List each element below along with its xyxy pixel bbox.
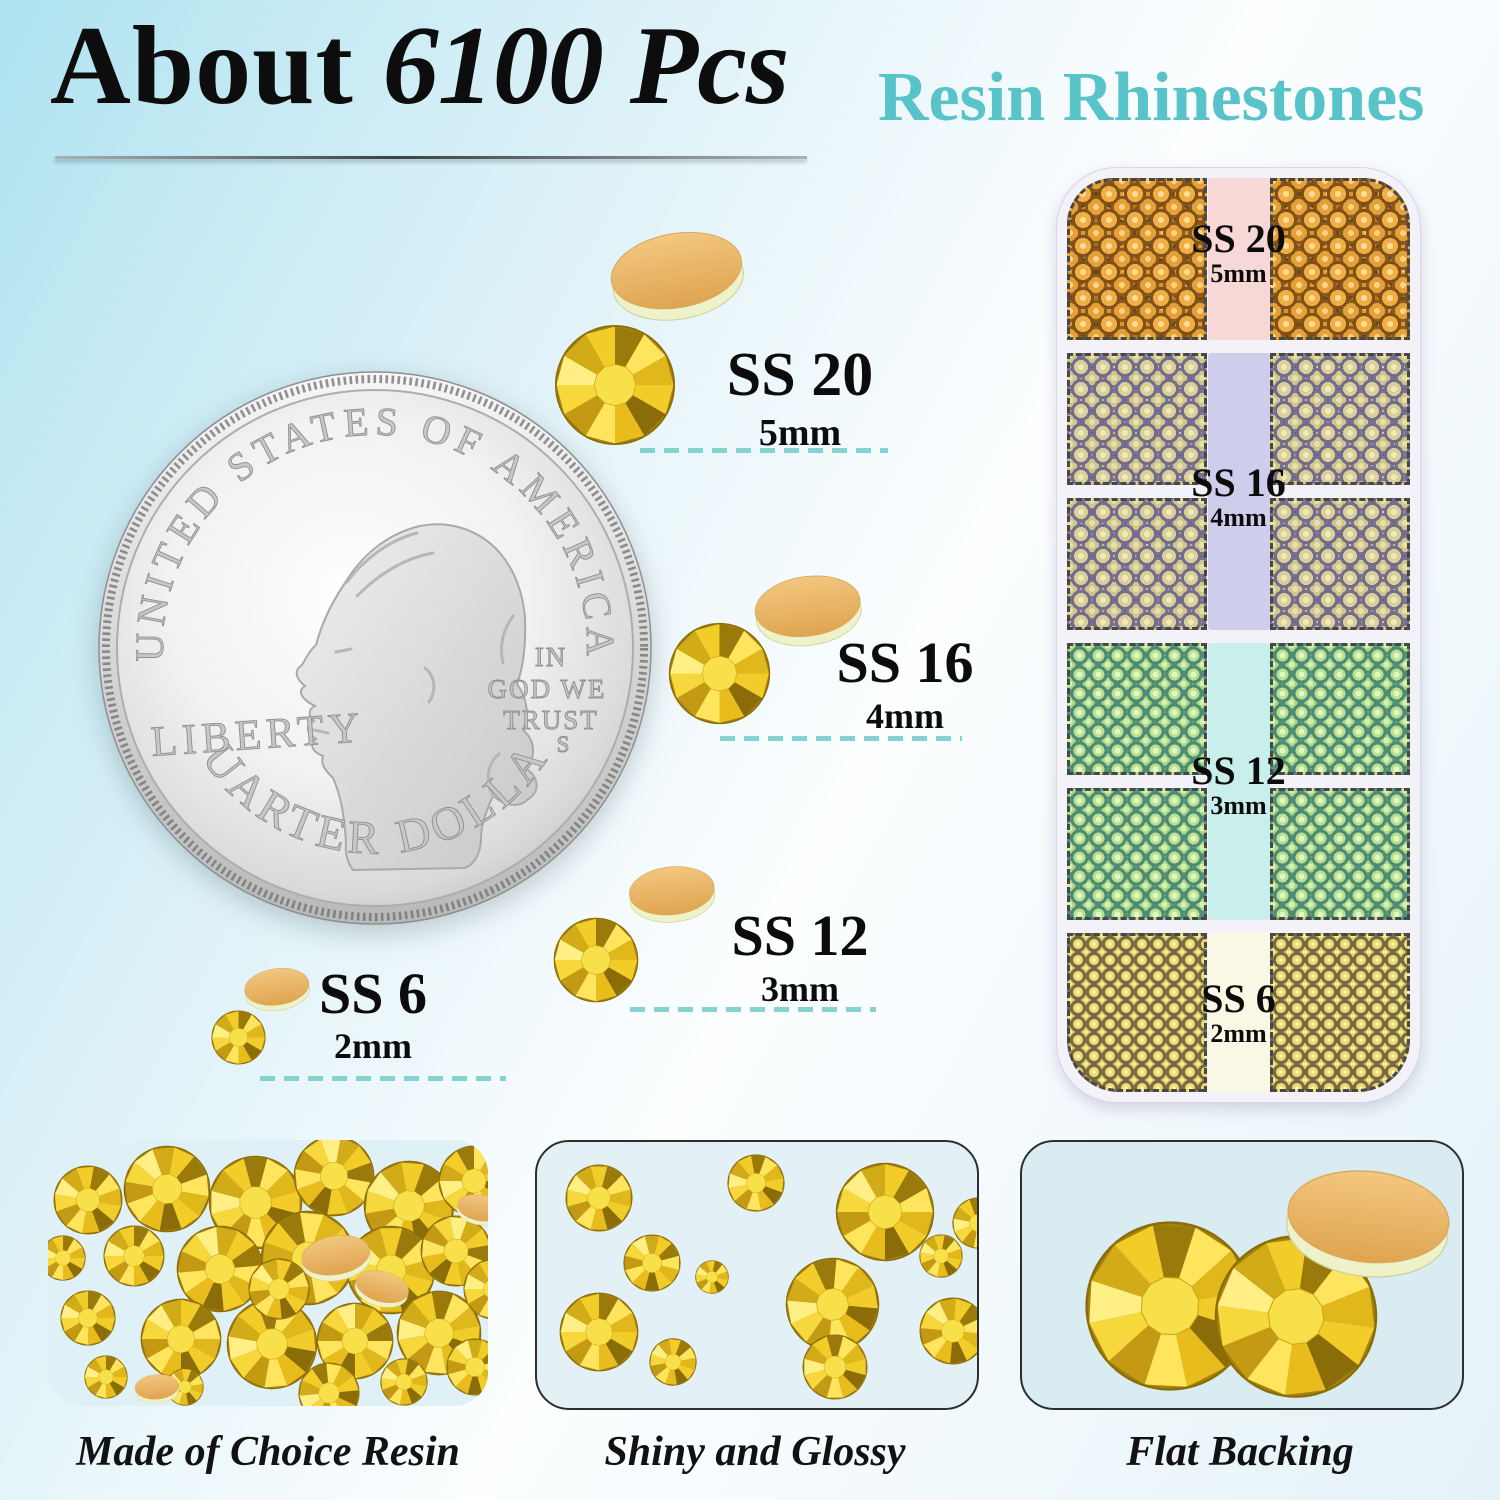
size-mm: 4mm	[866, 696, 944, 736]
size-demo-ss6: SS 6 2mm	[200, 958, 520, 1088]
dashed-underline	[720, 736, 962, 741]
feature-caption: Made of Choice Resin	[76, 1429, 460, 1475]
rhinestone-gem-photo	[463, 1258, 488, 1320]
case-row-ss6	[1067, 933, 1410, 1092]
size-demo-ss12: SS 12 3mm	[545, 855, 885, 1020]
size-label: SS 6	[318, 961, 427, 1026]
case-row-ss16a	[1067, 353, 1410, 485]
size-label: SS 12	[731, 903, 869, 968]
feature-caption: Shiny and Glossy	[604, 1429, 906, 1475]
rhinestone-gem-photo	[376, 1354, 432, 1406]
coin-motto-line3: TRUST	[503, 705, 599, 735]
page-title: About 6100 Pcs	[50, 7, 789, 126]
size-demo-ss16: SS 16 4mm	[640, 560, 980, 755]
feature-photo-glossy	[535, 1140, 979, 1410]
case-compartment	[1270, 933, 1410, 1092]
size-label: SS 20	[726, 341, 874, 409]
feature-photo-resin	[48, 1140, 488, 1406]
rhinestone-gem-photo	[48, 1235, 86, 1281]
size-demo-ss20: SS 20 5mm	[540, 218, 920, 468]
rhinestone-gem-photo	[642, 1331, 704, 1393]
rhinestone-gem-photo	[60, 1290, 116, 1346]
faceted-stone-photo	[553, 917, 639, 1003]
coin-motto-line1: IN	[535, 642, 568, 672]
hair-detail-lines	[312, 531, 515, 798]
rhinestone-case: SS 20 5mm SS 16 4mm SS 12 3mm SS 6 2mm	[1057, 168, 1420, 1102]
case-compartment	[1270, 353, 1410, 485]
title-underline	[55, 156, 807, 159]
case-compartment	[1270, 788, 1410, 920]
rhinestone-gem-photo	[133, 1370, 182, 1406]
case-label-ss20: SS 20 5mm	[1191, 216, 1286, 288]
case-row-ss12a	[1067, 643, 1410, 775]
rhinestone-gem-photo	[1278, 1154, 1457, 1289]
rhinestone-gem-photo	[559, 1292, 639, 1372]
case-row-ss20	[1067, 178, 1410, 340]
dashed-underline	[640, 448, 888, 453]
case-compartment	[1067, 788, 1207, 920]
case-compartment	[1067, 178, 1207, 340]
dashed-underline	[260, 1076, 506, 1081]
case-compartment	[1067, 353, 1207, 485]
title-word: About	[50, 4, 354, 128]
rhinestone-gem-photo	[84, 1355, 128, 1399]
rhinestone-gem-photo	[906, 1284, 979, 1379]
case-strip-ss6	[1207, 933, 1270, 1092]
rhinestone-gem-photo	[692, 1257, 731, 1296]
case-compartment	[1270, 643, 1410, 775]
case-strip-ss20	[1207, 178, 1270, 340]
rhinestone-gem-photo	[557, 1156, 640, 1239]
case-label-ss16: SS 16 4mm	[1191, 460, 1286, 532]
quarter-coin-photo: UNITED STATES OF AMERICA QUARTER DOLLAR …	[95, 368, 652, 925]
case-strip-ss12	[1207, 643, 1270, 920]
coin-mint-mark: S	[557, 732, 570, 757]
case-row-ss12b	[1067, 788, 1410, 920]
coin-motto-line2: GOD WE	[488, 674, 607, 704]
coin-reeded-edge	[102, 375, 648, 921]
rhinestone-gem-photo	[722, 1149, 789, 1216]
case-label-ss12: SS 12 3mm	[1191, 748, 1286, 820]
size-mm: 3mm	[761, 969, 839, 1009]
case-label-ss6: SS 6 2mm	[1201, 976, 1276, 1048]
faceted-stone-photo	[668, 622, 771, 725]
size-mm: 2mm	[334, 1026, 412, 1066]
rhinestone-gem-photo	[103, 1225, 165, 1287]
size-label: SS 16	[836, 630, 974, 695]
case-compartment	[1067, 498, 1207, 630]
case-strip-ss16	[1207, 353, 1270, 630]
faceted-stone-photo	[554, 324, 676, 446]
case-compartment	[1270, 178, 1410, 340]
washington-profile	[295, 523, 538, 872]
title-count: 6100 Pcs	[382, 4, 790, 128]
case-compartment	[1067, 643, 1207, 775]
subtitle: Resin Rhinestones	[878, 59, 1425, 136]
flat-back-stone-photo	[591, 213, 763, 335]
dashed-underline	[630, 1007, 876, 1012]
feature-photo-flat-backing	[1020, 1140, 1464, 1410]
feature-caption: Flat Backing	[1126, 1429, 1354, 1475]
case-row-ss16b	[1067, 498, 1410, 630]
case-compartment	[1067, 933, 1207, 1092]
size-mm: 5mm	[758, 412, 842, 454]
case-compartment	[1270, 498, 1410, 630]
